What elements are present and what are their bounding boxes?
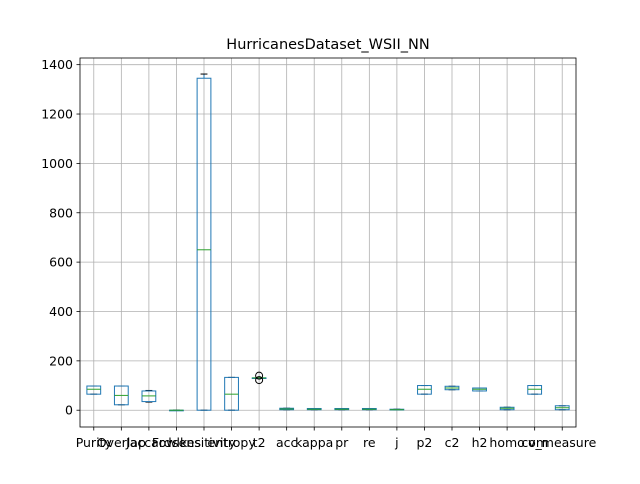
x-tick-label: Purity — [76, 435, 113, 450]
iqr-box — [196, 77, 212, 411]
x-tick-label: homo — [489, 435, 524, 450]
x-tick-label: re — [363, 435, 376, 450]
iqr-box — [527, 385, 543, 395]
x-tick-label: kappa — [295, 435, 333, 450]
x-tick-label: p2 — [416, 435, 432, 450]
x-tick-label: c2 — [445, 435, 460, 450]
box-h2 — [472, 387, 487, 392]
x-tick-label: Fowlkes — [152, 435, 201, 450]
outlier-point — [255, 371, 264, 380]
box-p2 — [417, 385, 432, 395]
box-sensitivity — [196, 73, 212, 411]
y-tick-label: 600 — [49, 255, 73, 270]
y-tick-label: 0 — [65, 403, 73, 418]
chart-title: HurricanesDataset_WSII_NN — [226, 37, 429, 53]
box-Fowlkes — [169, 409, 184, 412]
y-tick-label: 1200 — [41, 107, 73, 122]
plot-frame — [79, 57, 577, 428]
iqr-box — [417, 385, 432, 395]
x-tick-label: Overlap — [97, 435, 146, 450]
x-tick-label: pr — [335, 435, 349, 450]
box-t2 — [251, 371, 267, 385]
box-homo — [499, 406, 515, 411]
grid-layer — [80, 58, 576, 427]
y-tick-label: 1000 — [41, 156, 73, 171]
box-v-measure — [554, 405, 570, 411]
iqr-box — [86, 385, 102, 395]
box-j — [389, 408, 405, 411]
box-layer — [86, 73, 570, 412]
box-re — [361, 407, 377, 411]
x-tick-label: h2 — [472, 435, 488, 450]
y-tick-label: 1400 — [41, 57, 73, 72]
outlier-point — [255, 376, 264, 385]
box-Jaccard — [141, 389, 157, 403]
y-tick-label: 400 — [49, 304, 73, 319]
box-entropy — [224, 376, 239, 411]
axis-layer: 0 200 400 600 800 1000 1200 1400 PurityOverlapJa… — [41, 57, 596, 450]
box-Purity — [86, 385, 102, 395]
x-tick-label: acc — [276, 435, 298, 450]
x-tick-label: v_measure — [528, 435, 596, 450]
x-tick-label: Jaccard — [125, 435, 172, 450]
x-tick-label: t2 — [253, 435, 266, 450]
x-tick-label: com — [521, 435, 548, 450]
box-com — [527, 385, 543, 395]
x-tick-label: sensitivity — [172, 435, 236, 450]
y-tick-label: 800 — [49, 205, 73, 220]
box-pr — [334, 407, 350, 411]
box-kappa — [306, 407, 322, 411]
box-Overlap — [113, 385, 129, 406]
x-tick-label: entropy — [207, 435, 256, 450]
x-tick-label: j — [394, 435, 398, 450]
y-tick-label: 200 — [49, 353, 73, 368]
box-c2 — [444, 385, 460, 391]
box-acc — [279, 407, 295, 411]
